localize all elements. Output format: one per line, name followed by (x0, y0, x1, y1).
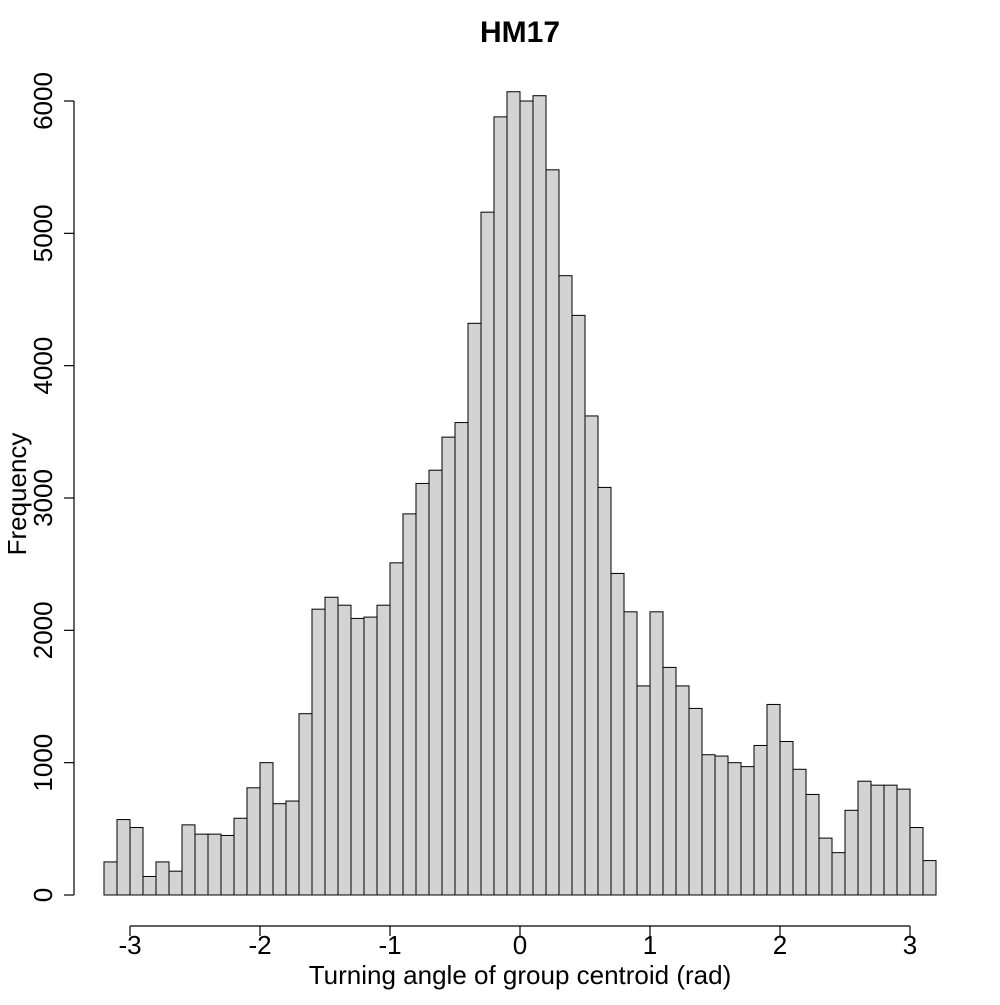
histogram-bar (922, 860, 937, 896)
histogram-bar (480, 211, 495, 896)
y-tick-label: 2000 (28, 601, 58, 659)
histogram-bar (220, 834, 235, 896)
histogram-bar (337, 604, 352, 896)
histogram-bar (285, 800, 300, 896)
histogram-bar (324, 596, 339, 896)
histogram-bar (714, 755, 729, 896)
histogram-bar (376, 604, 391, 896)
y-tick-label: 5000 (28, 204, 58, 262)
histogram-bar (116, 819, 131, 896)
histogram-bar (181, 824, 196, 896)
histogram-bar (129, 827, 144, 896)
y-tick-label: 6000 (28, 72, 58, 130)
histogram-bar (766, 703, 781, 896)
histogram-bar (545, 169, 560, 896)
histogram-bar (740, 766, 755, 896)
y-axis-label: Frequency (2, 433, 32, 556)
chart-title: HM17 (480, 16, 560, 49)
histogram-bar (298, 713, 313, 896)
histogram-bar (402, 513, 417, 896)
x-tick-label: -2 (248, 930, 271, 960)
histogram-bar (259, 762, 274, 896)
y-axis: 0 1000 2000 3000 4000 5000 6000 (28, 72, 75, 902)
histogram-bar (415, 482, 430, 896)
histogram-bar (857, 780, 872, 896)
histogram-bar (909, 827, 924, 896)
x-tick-label: 3 (903, 930, 917, 960)
histogram-bar (233, 817, 248, 896)
histogram-bar (896, 788, 911, 896)
histogram-bar (363, 616, 378, 896)
y-tick-label: 3000 (28, 469, 58, 527)
x-tick-label: 2 (773, 930, 787, 960)
histogram-bar (727, 762, 742, 896)
histogram-bar (675, 685, 690, 896)
histogram-bar (467, 322, 482, 896)
histogram-bar (168, 870, 183, 896)
histogram-bar (688, 707, 703, 896)
x-tick-label: 0 (513, 930, 527, 960)
histogram-bar (662, 666, 677, 896)
histogram-bar (155, 861, 170, 896)
histogram-bar (454, 422, 469, 896)
x-axis: -3 -2 -1 0 1 2 3 (118, 925, 917, 960)
histogram-bar (870, 784, 885, 896)
histogram-bar (103, 861, 118, 896)
histogram-bar (584, 415, 599, 896)
x-tick-label: 1 (643, 930, 657, 960)
histogram-bar (428, 469, 443, 896)
x-tick-label: -1 (378, 930, 401, 960)
histogram-bar (818, 837, 833, 896)
histogram-bar (792, 768, 807, 896)
histogram-bar (753, 744, 768, 896)
histogram-bar (623, 611, 638, 896)
histogram-bar (701, 754, 716, 896)
histogram-bar (844, 809, 859, 896)
histogram-bar (207, 833, 222, 896)
histogram-bar (649, 611, 664, 896)
histogram-bar (571, 314, 586, 896)
histogram-bar (805, 793, 820, 896)
histogram-bar (350, 617, 365, 896)
histogram-bar (311, 608, 326, 896)
histogram-bar (246, 787, 261, 896)
histogram-bar (493, 116, 508, 896)
y-tick-label: 1000 (28, 734, 58, 792)
histogram-bar (883, 784, 898, 896)
histogram-bar (194, 833, 209, 896)
histogram-bar (831, 852, 846, 896)
histogram-bar (558, 275, 573, 896)
histogram-bar (610, 572, 625, 896)
histogram-bar (597, 486, 612, 896)
x-tick-label: -3 (118, 930, 141, 960)
histogram-bar (142, 875, 157, 896)
histogram-bar (636, 685, 651, 896)
histogram-bar (506, 91, 521, 896)
bars-group (103, 91, 937, 896)
histogram-bar (779, 740, 794, 896)
y-tick-label: 4000 (28, 337, 58, 395)
x-axis-label: Turning angle of group centroid (rad) (309, 960, 732, 990)
histogram-bar (519, 100, 534, 896)
histogram-bar (389, 562, 404, 896)
histogram-bar (272, 803, 287, 896)
y-tick-label: 0 (28, 888, 58, 902)
histogram-bar (532, 95, 547, 896)
histogram-bar (441, 436, 456, 896)
